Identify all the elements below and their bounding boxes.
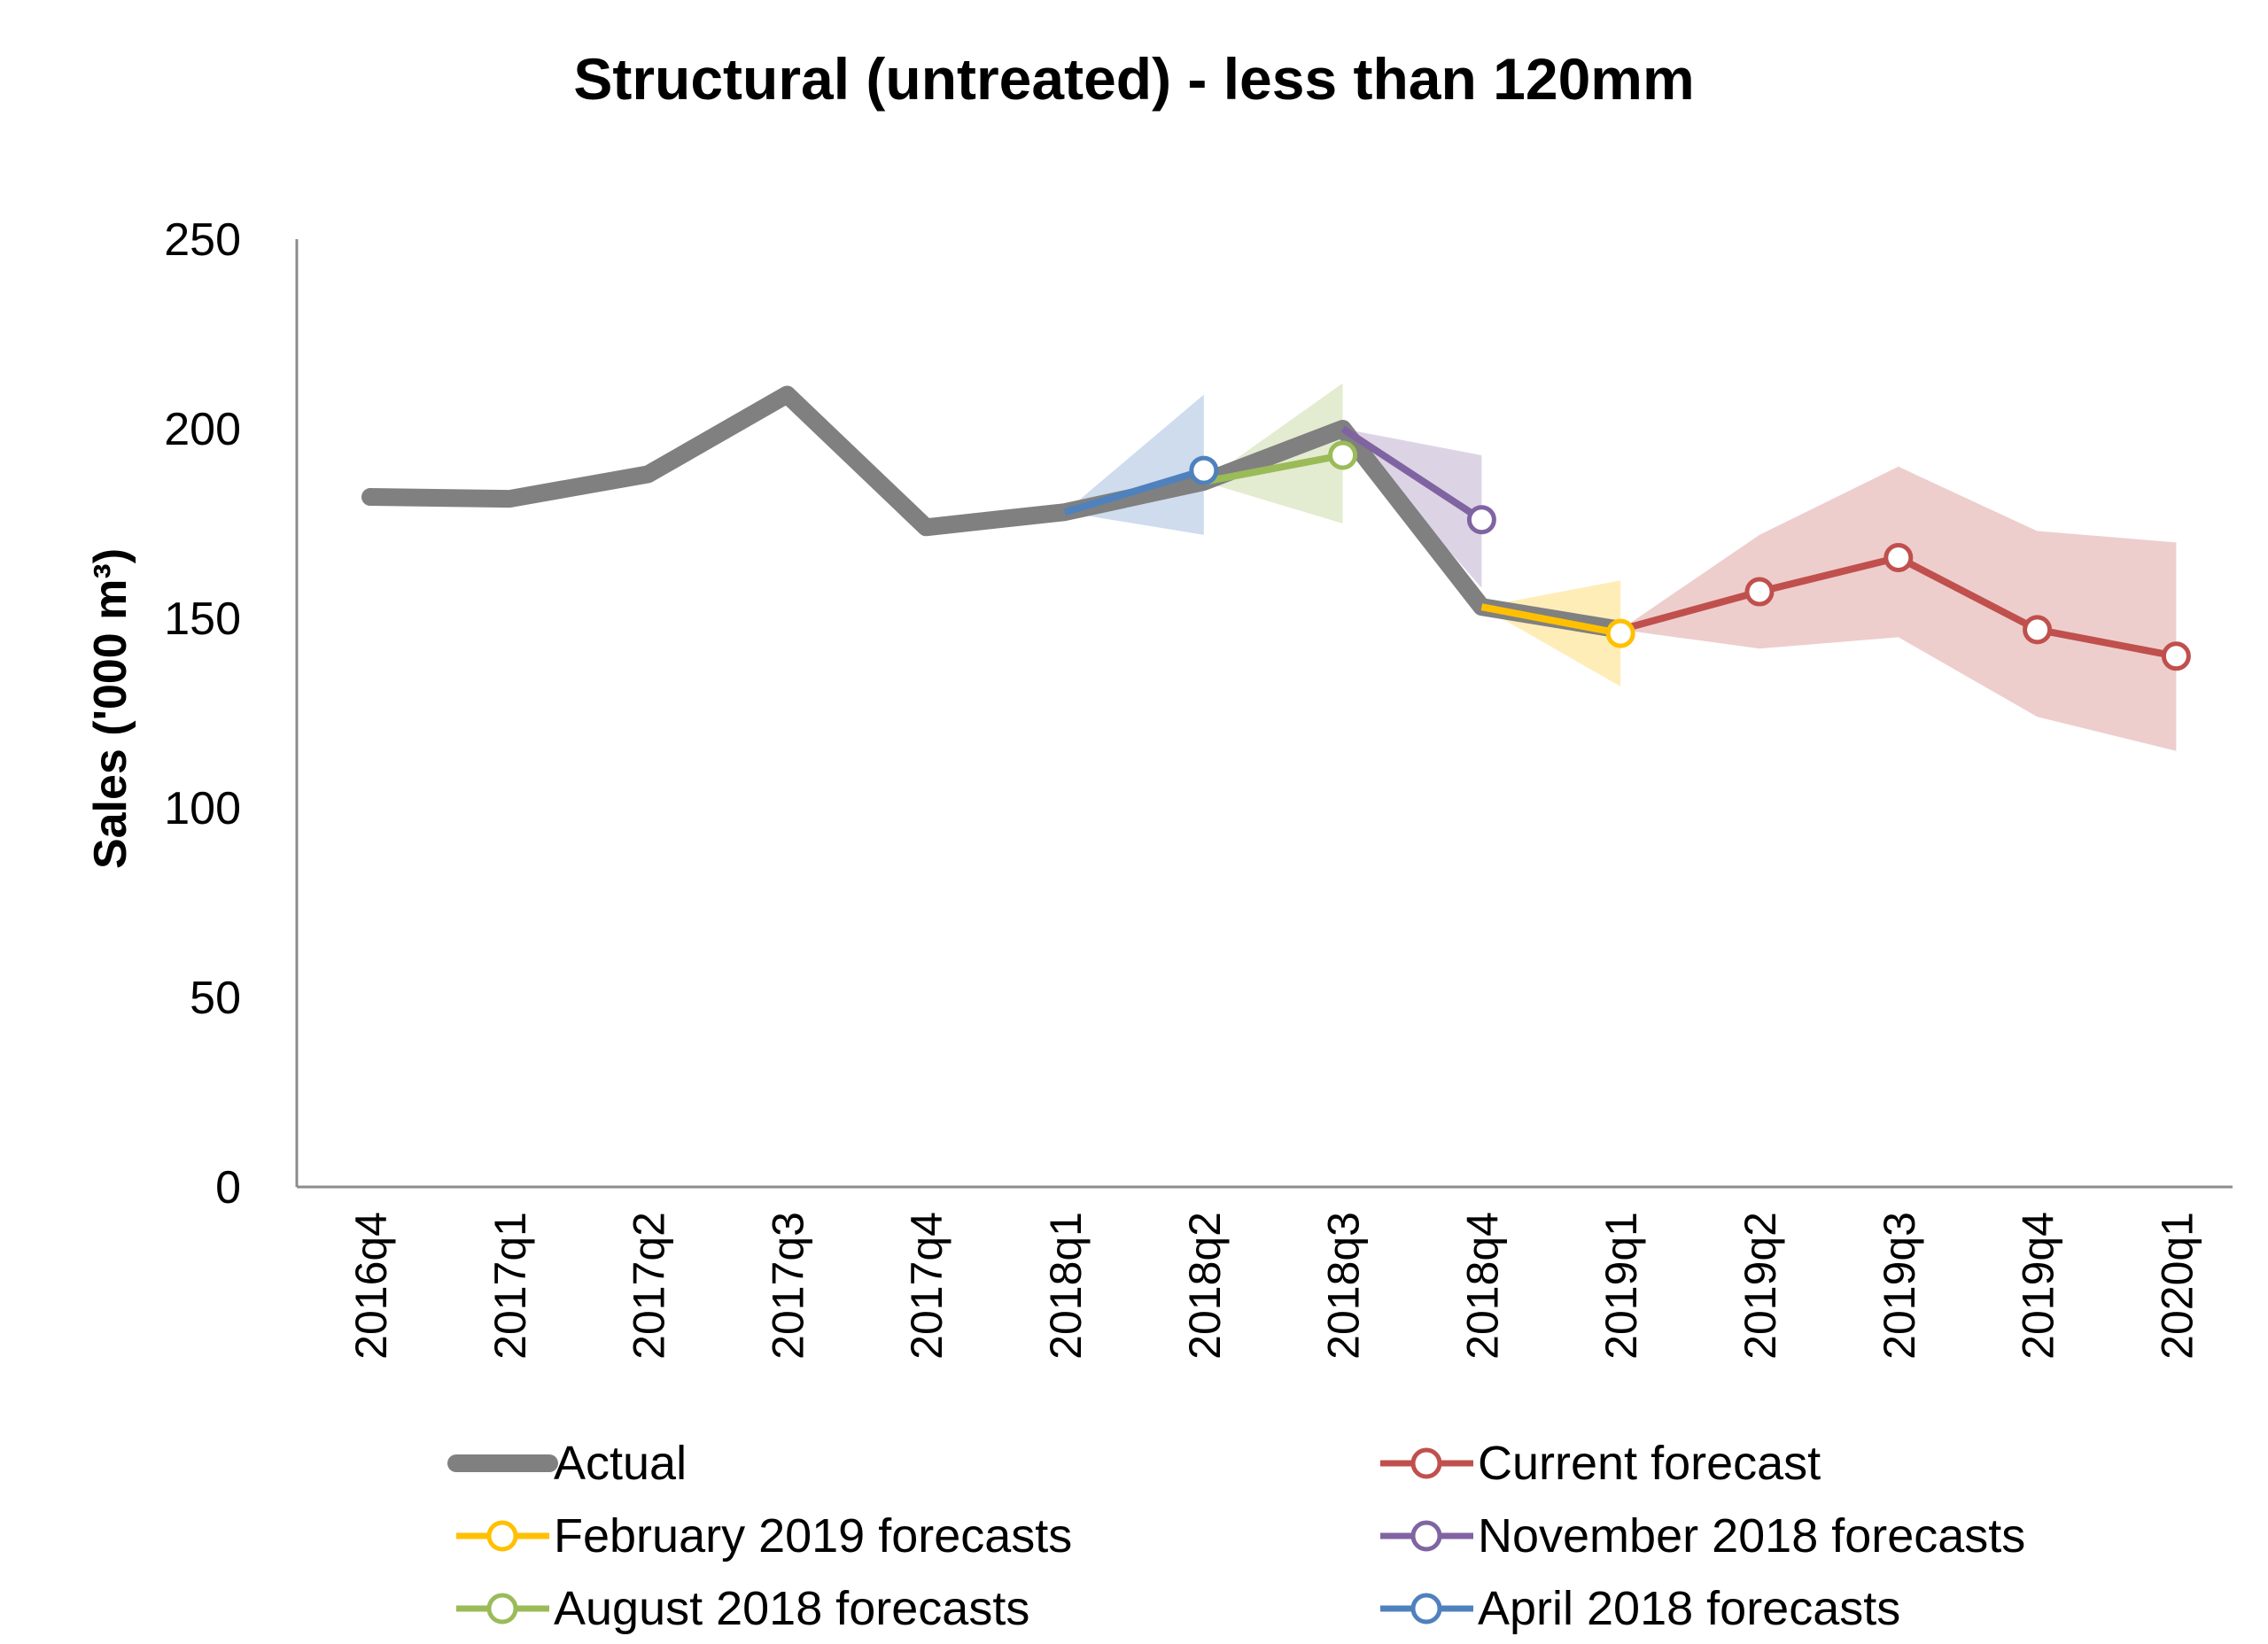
x-tick-label: 2017q4 (902, 1212, 951, 1360)
x-tick-label: 2017q1 (485, 1212, 535, 1360)
point-november-2018-forecasts (1466, 505, 1496, 535)
x-tick-label: 2016q4 (346, 1212, 396, 1360)
chart-title: Structural (untreated) - less than 120mm (573, 46, 1694, 112)
point-current-forecast (2023, 615, 2053, 645)
legend-marker-november-2018-forecasts (1410, 1520, 1442, 1552)
legend-label-february-2019-forecasts: February 2019 forecasts (554, 1509, 1072, 1563)
x-tick-label: 2020q1 (2152, 1212, 2202, 1360)
y-tick-label: 0 (215, 1162, 241, 1214)
legend-marker-february-2019-forecasts (486, 1520, 518, 1552)
legend-marker-april-2018-forecasts (1410, 1593, 1442, 1625)
series-markers (1189, 440, 2191, 671)
legend-label-april-2018-forecasts: April 2018 forecasts (1478, 1582, 1900, 1635)
axes: 0 50 100 150 200 250 2016q4 2017q1 2017q2 2017q3 2… (164, 214, 2233, 1360)
x-tick-label: 2017q3 (763, 1212, 812, 1360)
line-february-2019-forecasts (1480, 603, 1621, 638)
x-tick-label: 2018q3 (1319, 1212, 1369, 1360)
x-tick-label: 2018q2 (1180, 1212, 1230, 1360)
y-tick-label: 100 (164, 783, 241, 834)
x-tick-label: 2018q1 (1041, 1212, 1091, 1360)
line-november-2018-forecasts (1340, 425, 1484, 523)
legend: Actual February 2019 forecasts August 2018… (447, 1437, 2025, 1635)
legend-marker-august-2018-forecasts (486, 1593, 518, 1625)
x-tick-label: 2019q2 (1736, 1212, 1785, 1360)
y-tick-label: 150 (164, 593, 241, 645)
x-tick-label: 2017q2 (625, 1212, 674, 1360)
band-current-forecast (1620, 466, 2177, 751)
x-tick-label: 2018q4 (1457, 1212, 1507, 1360)
legend-label-august-2018-forecasts: August 2018 forecasts (554, 1582, 1029, 1635)
legend-label-november-2018-forecasts: November 2018 forecasts (1478, 1509, 2025, 1563)
uncertainty-bands (1065, 383, 2177, 751)
y-tick-label: 200 (164, 404, 241, 455)
y-tick-label: 250 (164, 214, 241, 266)
line-april-2018-forecasts (1063, 467, 1205, 516)
legend-label-actual: Actual (554, 1437, 687, 1490)
line-august-2018-forecasts (1203, 452, 1344, 485)
y-tick-label: 50 (190, 973, 241, 1024)
legend-marker-current-forecast (1410, 1447, 1442, 1479)
line-actual (361, 385, 1630, 639)
point-february-2019-forecasts (1605, 618, 1635, 648)
point-august-2018-forecasts (1328, 440, 1358, 470)
legend-label-current-forecast: Current forecast (1478, 1437, 1821, 1490)
point-current-forecast (2161, 641, 2191, 671)
y-axis-label: Sales ('000 m³) (85, 548, 136, 869)
point-current-forecast (1884, 543, 1914, 573)
x-tick-label: 2019q4 (2014, 1212, 2063, 1360)
point-april-2018-forecasts (1189, 455, 1219, 485)
x-tick-label: 2019q3 (1875, 1212, 1924, 1360)
point-current-forecast (1744, 577, 1775, 607)
x-tick-label: 2019q1 (1596, 1212, 1646, 1360)
